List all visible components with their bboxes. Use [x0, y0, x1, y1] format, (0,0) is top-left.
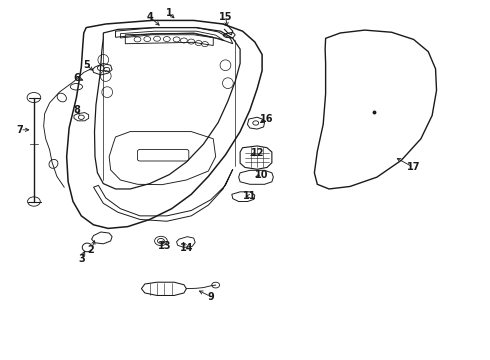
Text: 7: 7	[17, 125, 24, 135]
Text: 8: 8	[73, 105, 80, 115]
Text: 12: 12	[250, 148, 264, 158]
Text: 11: 11	[243, 191, 257, 201]
Text: 16: 16	[260, 114, 274, 124]
Text: 13: 13	[158, 241, 171, 251]
Text: 2: 2	[88, 245, 95, 255]
Text: 9: 9	[207, 292, 214, 302]
Text: 5: 5	[83, 60, 90, 70]
Text: 4: 4	[147, 12, 153, 22]
Text: 10: 10	[255, 170, 269, 180]
Text: 15: 15	[219, 12, 232, 22]
Text: 14: 14	[180, 243, 193, 253]
Text: 3: 3	[78, 254, 85, 264]
Text: 17: 17	[407, 162, 420, 172]
Text: 1: 1	[166, 8, 172, 18]
Text: 6: 6	[73, 73, 80, 83]
